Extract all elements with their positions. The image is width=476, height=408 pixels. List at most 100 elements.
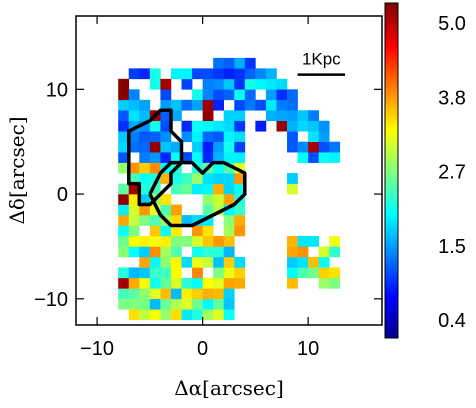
heatmap-cell [202, 141, 214, 153]
heatmap-cell [202, 78, 214, 90]
heatmap-cell [170, 141, 182, 153]
heatmap-cell [223, 256, 235, 268]
heatmap-cell [308, 256, 319, 268]
heatmap-cell [223, 78, 235, 90]
heatmap-cell [118, 162, 130, 174]
heatmap-cell [223, 57, 235, 69]
heatmap-cell [181, 173, 193, 184]
heatmap-cell [329, 235, 341, 247]
heatmap-cell [213, 173, 225, 184]
heatmap-cell [223, 120, 235, 132]
heatmap-cell [118, 120, 130, 132]
heatmap-cell [128, 309, 140, 321]
heatmap-cell [202, 131, 214, 142]
heatmap-cell [308, 235, 319, 247]
heatmap-cell [149, 309, 161, 321]
heatmap-cell [234, 162, 246, 174]
heatmap-cell [234, 110, 246, 122]
heatmap-cell [213, 298, 225, 310]
heatmap-cell [181, 131, 193, 142]
heatmap-cell [223, 298, 235, 310]
heatmap-cell [139, 298, 151, 310]
heatmap-cell [139, 68, 151, 80]
heatmap-cell [223, 183, 235, 195]
heatmap-cell [181, 277, 193, 289]
heatmap-cells [118, 57, 341, 321]
heatmap-cell [192, 256, 203, 268]
heatmap-cell [308, 120, 319, 132]
heatmap-cell [118, 298, 130, 310]
heatmap-cell [223, 141, 235, 153]
heatmap-cell [181, 183, 193, 195]
heatmap-cell [223, 309, 235, 321]
heatmap-cell [308, 110, 319, 122]
heatmap-cell [181, 120, 193, 132]
heatmap-cell [192, 246, 203, 258]
heatmap-cell [139, 141, 151, 153]
heatmap-cell [223, 68, 235, 80]
axis-tick-labels: −10 0 10 −10 0 10 [34, 79, 319, 360]
heatmap-cell [128, 68, 140, 80]
heatmap-cell [160, 277, 172, 289]
heatmap-cell [329, 141, 341, 153]
heatmap-cell [223, 204, 235, 216]
heatmap-cell [128, 141, 140, 153]
heatmap-cell [149, 288, 161, 300]
heatmap-cell [118, 78, 130, 90]
heatmap-cell [287, 256, 298, 268]
heatmap-cell [181, 78, 193, 90]
heatmap-cell [160, 256, 172, 268]
heatmap-cell [202, 183, 214, 195]
heatmap-cell [128, 204, 140, 216]
heatmap-cell [118, 152, 130, 163]
heatmap-cell [139, 235, 151, 247]
heatmap-cell [234, 68, 246, 80]
heatmap-cell [160, 120, 172, 132]
heatmap-cell [139, 277, 151, 289]
heatmap-cell [213, 152, 225, 163]
heatmap-cell [139, 246, 151, 258]
heatmap-cell [276, 110, 288, 122]
heatmap-cell [202, 246, 214, 258]
heatmap-cell [308, 131, 319, 142]
heatmap-cell [213, 256, 225, 268]
heatmap-cell [128, 162, 140, 174]
heatmap-cell [149, 267, 161, 279]
heatmap-cell [213, 183, 225, 195]
heatmap-cell [265, 89, 277, 101]
heatmap-cell [160, 173, 172, 184]
heatmap-cell [170, 183, 182, 195]
heatmap-cell [160, 288, 172, 300]
heatmap-cell [287, 99, 298, 111]
heatmap-cell [318, 277, 330, 289]
heatmap-cell [128, 225, 140, 237]
heatmap-cell [192, 141, 203, 153]
heatmap-cell [202, 99, 214, 111]
scale-bar: 1Kpc [297, 50, 346, 76]
heatmap-cell [192, 288, 203, 300]
heatmap-cell [308, 141, 319, 153]
heatmap-cell [234, 89, 246, 101]
heatmap-cell [234, 256, 246, 268]
heatmap-cell [118, 141, 130, 153]
heatmap-cell [202, 235, 214, 247]
heatmap-cell [192, 298, 203, 310]
heatmap-cell [149, 68, 161, 80]
heatmap-cell [181, 235, 193, 247]
heatmap-cell [213, 78, 225, 90]
heatmap-cell [139, 204, 151, 216]
heatmap-cell [223, 152, 235, 163]
heatmap-cell [160, 110, 172, 122]
heatmap-cell [118, 246, 130, 258]
heatmap-cell [318, 246, 330, 258]
heatmap-cell [149, 225, 161, 237]
heatmap-cell [118, 277, 130, 289]
colorbar-tick-label: 0.4 [438, 310, 466, 332]
heatmap-cell [139, 183, 151, 195]
heatmap-cell [160, 78, 172, 90]
heatmap-cell [234, 267, 246, 279]
heatmap-cell [118, 204, 130, 216]
x-tick-label: 10 [297, 338, 319, 360]
heatmap-cell [223, 89, 235, 101]
heatmap-cell [255, 78, 267, 90]
